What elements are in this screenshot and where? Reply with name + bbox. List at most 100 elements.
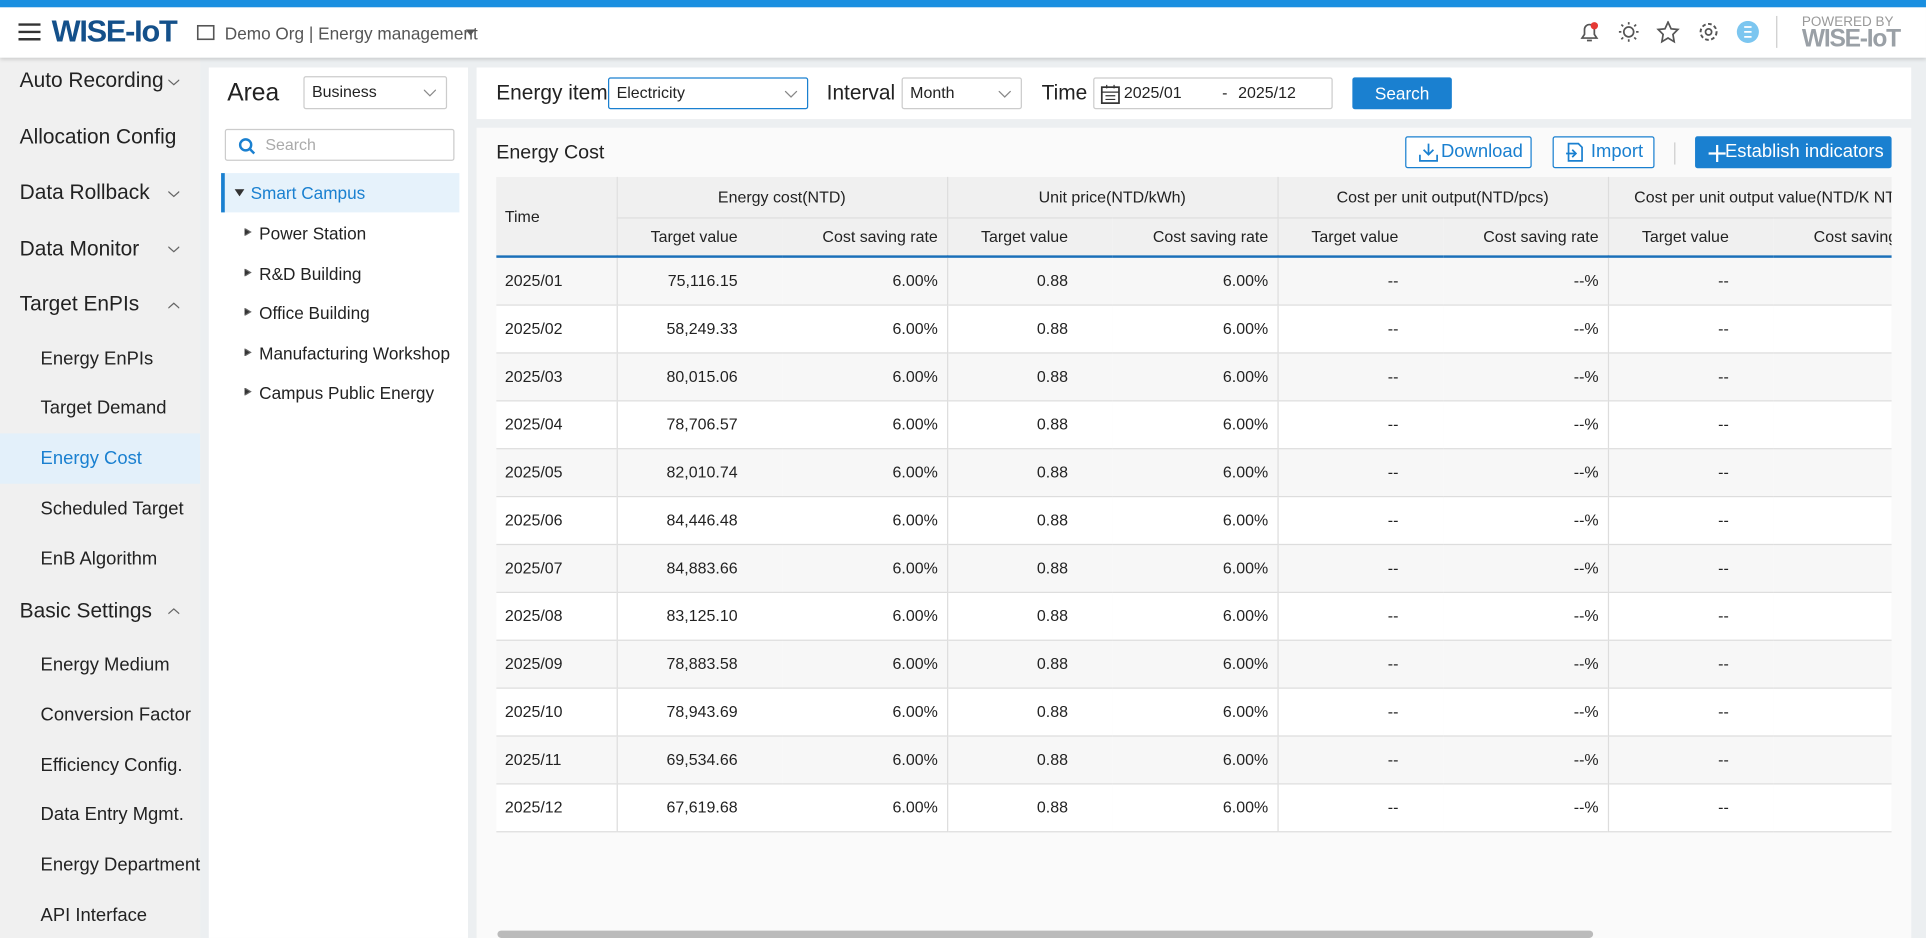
- table-cell: 69,534.66: [617, 735, 782, 783]
- powered-logo: WISE-IoT: [1802, 26, 1900, 54]
- table-cell: --: [1277, 448, 1442, 496]
- header-group: Cost per unit output value(NTD/K NTD): [1608, 177, 1892, 218]
- subheader-cell: Target value: [1277, 217, 1442, 256]
- table-cell: --%: [1443, 496, 1608, 544]
- table-row: 2025/0478,706.576.00%0.886.00%----%--: [496, 400, 1891, 448]
- sidebar-item[interactable]: Data Entry Mgmt.: [0, 790, 200, 840]
- import-button[interactable]: Import: [1553, 136, 1655, 168]
- table-cell: 0.88: [947, 257, 1112, 305]
- table-cell: --%: [1443, 257, 1608, 305]
- table-cell: [1773, 304, 1892, 352]
- sidebar-label: Energy Medium: [41, 654, 170, 675]
- table-cell: 6.00%: [782, 783, 947, 831]
- org-name[interactable]: Demo Org | Energy management: [225, 23, 478, 43]
- tree-label: Manufacturing Workshop: [259, 344, 450, 364]
- caret: [424, 90, 436, 97]
- sidebar-item[interactable]: Data Rollback: [0, 166, 200, 222]
- tree-node[interactable]: Manufacturing Workshop: [221, 336, 459, 373]
- table-cell: --: [1608, 688, 1773, 736]
- tree-root[interactable]: Smart Campus: [221, 173, 459, 212]
- caret: [244, 388, 255, 395]
- table-row: 2025/0684,446.486.00%0.886.00%----%--: [496, 496, 1891, 544]
- sidebar-label: Target EnPIs: [20, 292, 140, 317]
- sidebar-item[interactable]: Auto Recording: [0, 58, 200, 110]
- tree-node[interactable]: R&D Building: [221, 256, 459, 293]
- search-button[interactable]: Search: [1352, 77, 1451, 109]
- button-label: Establish indicators: [1725, 141, 1884, 162]
- sidebar-item[interactable]: Data Monitor: [0, 222, 200, 278]
- sidebar-item[interactable]: Energy EnPIs: [0, 333, 200, 383]
- table-cell: [1773, 735, 1892, 783]
- table-cell: 2025/11: [496, 735, 616, 783]
- header-row: TimeEnergy cost(NTD)Unit price(NTD/kWh)C…: [496, 177, 1891, 218]
- caret: [168, 608, 179, 615]
- table-cell: --: [1608, 257, 1773, 305]
- header-icons[interactable]: [1577, 21, 1761, 46]
- sidebar-item[interactable]: Energy Department: [0, 840, 200, 890]
- table-cell: 84,883.66: [617, 544, 782, 592]
- table-cell: 2025/01: [496, 257, 616, 305]
- sidebar-item[interactable]: Allocation Config: [0, 110, 200, 166]
- area-search[interactable]: Search: [225, 129, 455, 161]
- sidebar-item[interactable]: Energy Cost: [0, 433, 200, 483]
- header-row: Target valueCost saving rateTarget value…: [496, 217, 1891, 256]
- tree-node[interactable]: Campus Public Energy: [221, 376, 459, 413]
- tree-node[interactable]: Office Building: [221, 296, 459, 333]
- subheader-cell: Target value: [617, 217, 782, 256]
- table-row: 2025/0380,015.066.00%0.886.00%----%--: [496, 352, 1891, 400]
- tree-node[interactable]: Power Station: [221, 216, 459, 253]
- table-cell: 6.00%: [782, 352, 947, 400]
- folder-icon: [197, 25, 215, 41]
- table-row: 2025/1169,534.666.00%0.886.00%----%--: [496, 735, 1891, 783]
- table-cell: 6.00%: [782, 640, 947, 688]
- sidebar-label: Energy Cost: [41, 448, 142, 469]
- establish-button[interactable]: Establish indicators: [1695, 136, 1892, 168]
- table-cell: --: [1277, 496, 1442, 544]
- table-row: 2025/1267,619.686.00%0.886.00%----%--: [496, 783, 1891, 831]
- sidebar-item[interactable]: Basic Settings: [0, 584, 200, 640]
- download-button[interactable]: Download: [1405, 136, 1532, 168]
- table-cell: --: [1277, 640, 1442, 688]
- table-cell: --: [1277, 592, 1442, 640]
- table-cell: 75,116.15: [617, 257, 782, 305]
- table-cell: --%: [1443, 688, 1608, 736]
- panel-title: Energy Cost: [496, 142, 604, 164]
- table-cell: --%: [1443, 735, 1608, 783]
- table-cell: 6.00%: [782, 257, 947, 305]
- sidebar-label: Conversion Factor: [41, 704, 192, 725]
- menu-icon[interactable]: [18, 22, 40, 42]
- sidebar-label: Data Entry Mgmt.: [41, 805, 184, 826]
- download-icon: [1419, 142, 1439, 162]
- sidebar-item[interactable]: EnB Algorithm: [0, 534, 200, 584]
- caret: [244, 228, 255, 235]
- table-cell: 6.00%: [782, 496, 947, 544]
- sidebar-item[interactable]: Efficiency Config.: [0, 740, 200, 790]
- sidebar-label: Energy Department: [41, 855, 201, 876]
- sidebar-item[interactable]: Conversion Factor: [0, 690, 200, 740]
- sidebar-label: Data Rollback: [20, 180, 150, 205]
- table-cell: --: [1608, 400, 1773, 448]
- table-cell: 0.88: [947, 592, 1112, 640]
- time-range[interactable]: 2025/01 - 2025/12: [1093, 77, 1333, 109]
- interval-select[interactable]: Month: [902, 77, 1022, 109]
- sidebar-label: EnB Algorithm: [41, 548, 158, 569]
- sidebar-item[interactable]: Scheduled Target: [0, 484, 200, 534]
- sidebar-item[interactable]: Target Demand: [0, 383, 200, 433]
- table-cell: 6.00%: [1112, 352, 1277, 400]
- table-cell: --: [1277, 544, 1442, 592]
- sidebar-label: Scheduled Target: [41, 498, 184, 519]
- sidebar-item[interactable]: API Interface: [0, 890, 200, 938]
- table-cell: 78,706.57: [617, 400, 782, 448]
- table-cell: [1773, 640, 1892, 688]
- subheader-cell: Target value: [947, 217, 1112, 256]
- label: Energy item: [496, 81, 607, 106]
- energy-item-select[interactable]: Electricity: [608, 77, 808, 109]
- sidebar-item[interactable]: Target EnPIs: [0, 277, 200, 333]
- area-select[interactable]: Business: [303, 76, 447, 109]
- table-cell: 0.88: [947, 304, 1112, 352]
- sidebar-item[interactable]: Energy Medium: [0, 640, 200, 690]
- scrollbar[interactable]: [497, 931, 1593, 938]
- table-cell: [1773, 592, 1892, 640]
- table-cell: --: [1277, 735, 1442, 783]
- table-cell: 2025/02: [496, 304, 616, 352]
